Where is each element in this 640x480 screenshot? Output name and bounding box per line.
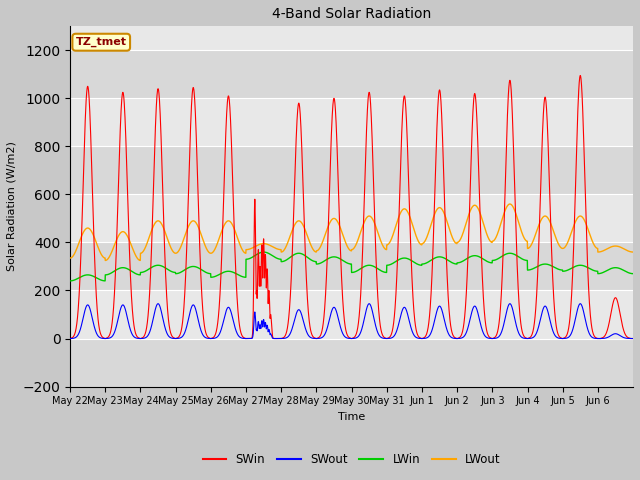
Legend: SWin, SWout, LWin, LWout: SWin, SWout, LWin, LWout [198,448,506,471]
Bar [70,98,633,146]
Bar [70,146,633,194]
Bar [70,290,633,338]
Bar [70,242,633,290]
Y-axis label: Solar Radiation (W/m2): Solar Radiation (W/m2) [7,142,17,271]
Title: 4-Band Solar Radiation: 4-Band Solar Radiation [272,7,431,21]
X-axis label: Time: Time [338,412,365,422]
Bar [70,338,633,386]
Text: TZ_tmet: TZ_tmet [76,37,127,48]
Bar [70,50,633,98]
Bar [70,194,633,242]
